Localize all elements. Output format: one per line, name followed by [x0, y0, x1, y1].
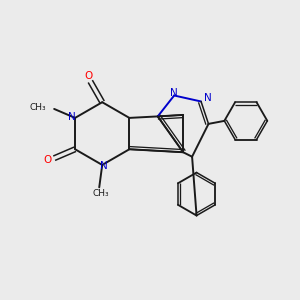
- Text: CH₃: CH₃: [29, 103, 46, 112]
- Text: N: N: [68, 112, 75, 122]
- Text: O: O: [44, 155, 52, 165]
- Text: N: N: [204, 93, 212, 103]
- Text: CH₃: CH₃: [92, 189, 109, 198]
- Text: N: N: [100, 161, 108, 171]
- Text: O: O: [85, 71, 93, 81]
- Text: N: N: [170, 88, 177, 98]
